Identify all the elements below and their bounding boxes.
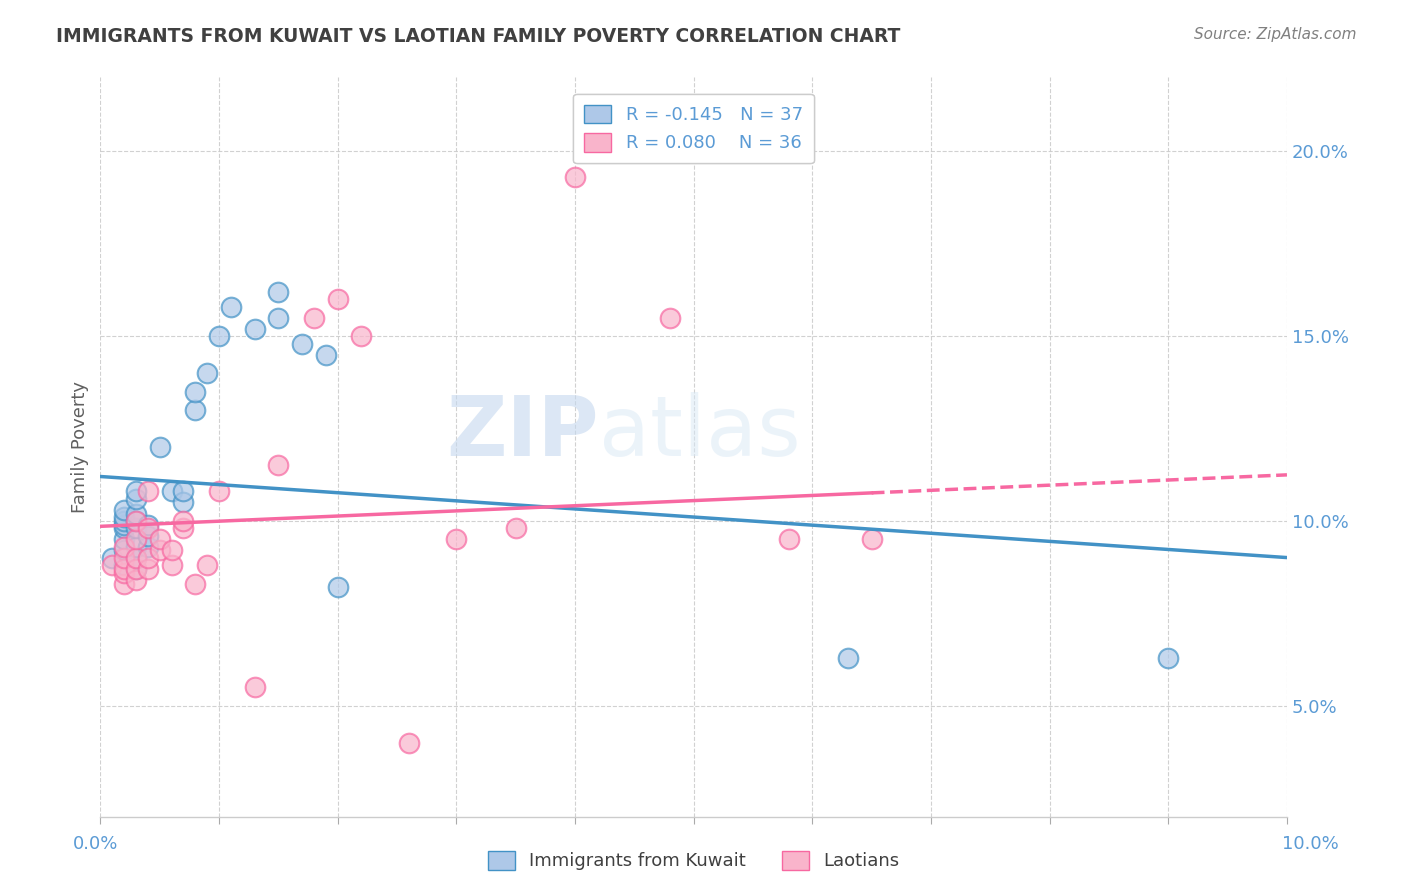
Point bbox=[112, 543, 135, 558]
Point bbox=[160, 543, 183, 558]
Point bbox=[778, 533, 800, 547]
Point bbox=[125, 491, 148, 506]
Point bbox=[125, 521, 148, 535]
Point bbox=[112, 503, 135, 517]
Point bbox=[112, 521, 135, 535]
Text: IMMIGRANTS FROM KUWAIT VS LAOTIAN FAMILY POVERTY CORRELATION CHART: IMMIGRANTS FROM KUWAIT VS LAOTIAN FAMILY… bbox=[56, 27, 901, 45]
Point bbox=[243, 322, 266, 336]
Point bbox=[184, 384, 207, 399]
Point bbox=[125, 550, 148, 565]
Point bbox=[160, 558, 183, 573]
Point bbox=[125, 540, 148, 554]
Point bbox=[837, 650, 859, 665]
Point bbox=[125, 484, 148, 499]
Point bbox=[172, 521, 194, 535]
Point bbox=[160, 484, 183, 499]
Point bbox=[136, 517, 159, 532]
Point bbox=[112, 514, 135, 528]
Y-axis label: Family Poverty: Family Poverty bbox=[72, 381, 89, 513]
Point bbox=[136, 562, 159, 576]
Point bbox=[125, 514, 148, 528]
Point bbox=[125, 514, 148, 528]
Point bbox=[125, 562, 148, 576]
Point bbox=[136, 521, 159, 535]
Point bbox=[658, 310, 681, 325]
Point bbox=[208, 484, 231, 499]
Point bbox=[125, 550, 148, 565]
Point bbox=[860, 533, 883, 547]
Point bbox=[398, 736, 420, 750]
Point bbox=[564, 170, 586, 185]
Point bbox=[243, 680, 266, 694]
Point bbox=[208, 329, 231, 343]
Point bbox=[101, 550, 124, 565]
Point bbox=[350, 329, 373, 343]
Point bbox=[267, 310, 290, 325]
Point bbox=[112, 533, 135, 547]
Text: ZIP: ZIP bbox=[446, 392, 599, 473]
Point bbox=[291, 336, 314, 351]
Point bbox=[1157, 650, 1180, 665]
Point bbox=[136, 529, 159, 543]
Text: 0.0%: 0.0% bbox=[73, 835, 118, 853]
Point bbox=[136, 550, 159, 565]
Point bbox=[149, 440, 172, 454]
Text: atlas: atlas bbox=[599, 392, 800, 473]
Point bbox=[172, 495, 194, 509]
Point bbox=[112, 566, 135, 580]
Point bbox=[101, 558, 124, 573]
Point bbox=[149, 533, 172, 547]
Text: Source: ZipAtlas.com: Source: ZipAtlas.com bbox=[1194, 27, 1357, 42]
Point bbox=[315, 348, 337, 362]
Point bbox=[326, 292, 349, 306]
Point bbox=[112, 576, 135, 591]
Point bbox=[136, 540, 159, 554]
Point bbox=[505, 521, 527, 535]
Point bbox=[172, 484, 194, 499]
Point bbox=[112, 558, 135, 573]
Point bbox=[267, 285, 290, 299]
Point bbox=[195, 366, 218, 380]
Point bbox=[112, 550, 135, 565]
Point bbox=[184, 403, 207, 417]
Point bbox=[267, 458, 290, 473]
Point bbox=[219, 300, 242, 314]
Point bbox=[112, 517, 135, 532]
Point bbox=[125, 533, 148, 547]
Point bbox=[302, 310, 325, 325]
Point bbox=[112, 540, 135, 554]
Point bbox=[125, 562, 148, 576]
Point bbox=[172, 514, 194, 528]
Text: 10.0%: 10.0% bbox=[1282, 835, 1339, 853]
Point bbox=[136, 484, 159, 499]
Point bbox=[184, 576, 207, 591]
Point bbox=[446, 533, 468, 547]
Point bbox=[326, 581, 349, 595]
Legend: R = -0.145   N = 37, R = 0.080    N = 36: R = -0.145 N = 37, R = 0.080 N = 36 bbox=[574, 94, 814, 163]
Point bbox=[125, 507, 148, 521]
Point bbox=[112, 562, 135, 576]
Point bbox=[112, 510, 135, 524]
Point bbox=[125, 573, 148, 587]
Point bbox=[149, 543, 172, 558]
Point bbox=[195, 558, 218, 573]
